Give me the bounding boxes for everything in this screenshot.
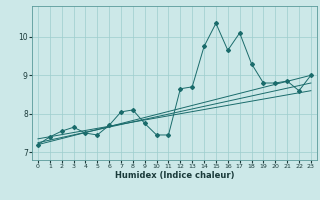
X-axis label: Humidex (Indice chaleur): Humidex (Indice chaleur) bbox=[115, 171, 234, 180]
